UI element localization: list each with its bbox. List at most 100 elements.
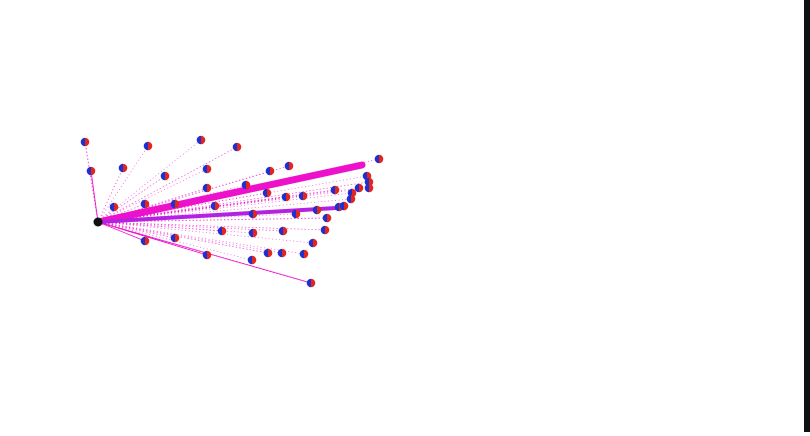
- node-half-left: [210, 201, 215, 211]
- node-28[interactable]: [291, 209, 301, 219]
- node-2[interactable]: [196, 135, 206, 145]
- links-layer: [84, 139, 380, 284]
- node-33[interactable]: [217, 226, 227, 236]
- node-half-right: [123, 163, 128, 173]
- node-34[interactable]: [248, 228, 258, 238]
- link-44: [97, 221, 305, 255]
- link-34: [97, 221, 254, 234]
- node-13[interactable]: [364, 183, 374, 193]
- node-half-right: [253, 228, 258, 238]
- node-half-right: [282, 248, 287, 258]
- node-half-left: [140, 199, 145, 209]
- node-half-left: [86, 166, 91, 176]
- link-42: [97, 221, 269, 254]
- node-4[interactable]: [86, 166, 96, 176]
- node-half-left: [170, 233, 175, 243]
- node-half-left: [217, 226, 222, 236]
- node-10[interactable]: [374, 154, 384, 164]
- node-half-left: [80, 137, 85, 147]
- node-0[interactable]: [80, 137, 90, 147]
- node-41[interactable]: [247, 255, 257, 265]
- node-8[interactable]: [265, 166, 275, 176]
- hub-layer: [93, 217, 103, 227]
- node-half-left: [170, 199, 175, 209]
- node-half-right: [325, 225, 330, 235]
- node-half-right: [175, 233, 180, 243]
- strong-links-layer: [94, 161, 366, 226]
- node-half-left: [322, 213, 327, 223]
- node-21[interactable]: [281, 192, 291, 202]
- solid-link-1: [97, 221, 146, 242]
- node-19[interactable]: [241, 180, 251, 190]
- node-half-left: [202, 250, 207, 260]
- node-20[interactable]: [262, 188, 272, 198]
- link-26: [97, 205, 216, 223]
- node-32[interactable]: [339, 201, 349, 211]
- node-half-left: [281, 192, 286, 202]
- node-half-left: [196, 135, 201, 145]
- node-half-left: [143, 141, 148, 151]
- node-half-left: [118, 163, 123, 173]
- node-half-right: [313, 238, 318, 248]
- node-27[interactable]: [248, 209, 258, 219]
- node-26[interactable]: [210, 201, 220, 211]
- node-half-right: [237, 142, 242, 152]
- solid-link-0: [90, 170, 99, 223]
- node-29[interactable]: [312, 205, 322, 215]
- node-39[interactable]: [170, 233, 180, 243]
- node-6[interactable]: [160, 171, 170, 181]
- node-half-right: [246, 180, 251, 190]
- node-half-right: [252, 255, 257, 265]
- node-40[interactable]: [202, 250, 212, 260]
- node-half-right: [304, 249, 309, 259]
- node-25[interactable]: [170, 199, 180, 209]
- link-22: [97, 195, 304, 223]
- node-37[interactable]: [308, 238, 318, 248]
- node-17[interactable]: [346, 194, 356, 204]
- node-half-right: [303, 191, 308, 201]
- node-half-left: [306, 278, 311, 288]
- node-3[interactable]: [232, 142, 242, 152]
- node-30[interactable]: [322, 213, 332, 223]
- node-half-right: [253, 209, 258, 219]
- node-14[interactable]: [354, 183, 364, 193]
- node-half-right: [327, 213, 332, 223]
- node-15[interactable]: [330, 185, 340, 195]
- node-23[interactable]: [109, 202, 119, 212]
- node-half-right: [296, 209, 301, 219]
- node-half-left: [284, 161, 289, 171]
- node-43[interactable]: [277, 248, 287, 258]
- node-half-right: [311, 278, 316, 288]
- link-36: [97, 221, 326, 231]
- node-half-right: [317, 205, 322, 215]
- node-half-left: [334, 202, 339, 212]
- node-7[interactable]: [202, 164, 212, 174]
- node-36[interactable]: [320, 225, 330, 235]
- node-35[interactable]: [278, 226, 288, 236]
- node-half-right: [148, 141, 153, 151]
- node-18[interactable]: [202, 183, 212, 193]
- node-9[interactable]: [284, 161, 294, 171]
- node-half-right: [359, 183, 364, 193]
- node-1[interactable]: [143, 141, 153, 151]
- node-38[interactable]: [140, 236, 150, 246]
- link-3: [97, 146, 238, 223]
- node-44[interactable]: [299, 249, 309, 259]
- node-half-left: [247, 255, 252, 265]
- node-5[interactable]: [118, 163, 128, 173]
- link-28: [97, 213, 297, 223]
- node-22[interactable]: [298, 191, 308, 201]
- hub-node[interactable]: [93, 217, 103, 227]
- link-39: [97, 221, 176, 239]
- node-half-right: [145, 236, 150, 246]
- node-24[interactable]: [140, 199, 150, 209]
- node-half-left: [320, 225, 325, 235]
- node-half-right: [289, 161, 294, 171]
- node-half-right: [335, 185, 340, 195]
- node-42[interactable]: [263, 248, 273, 258]
- node-half-left: [241, 180, 246, 190]
- node-45[interactable]: [306, 278, 316, 288]
- node-half-right: [352, 188, 357, 198]
